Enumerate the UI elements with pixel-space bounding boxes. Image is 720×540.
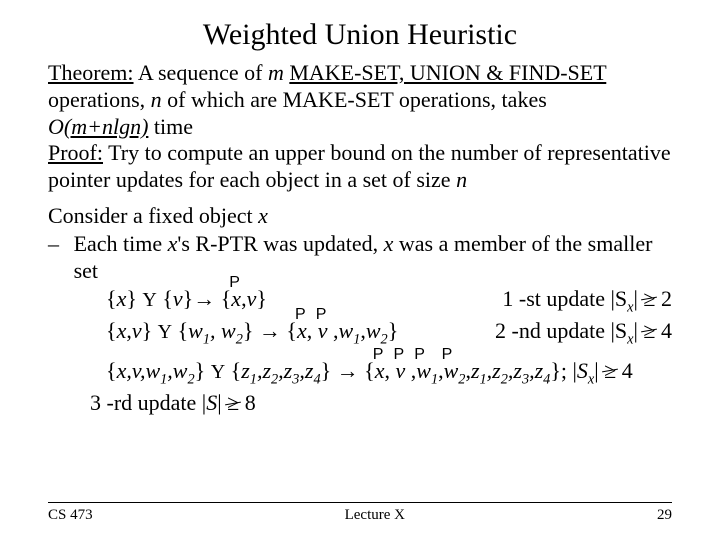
theorem-m: m bbox=[268, 60, 284, 85]
update-2: {x,v} Y {w1, w2} → {xP, vP ,w1,w2} 2 -nd… bbox=[48, 317, 672, 349]
consider-2: Each time x's R-PTR was updated, x was a… bbox=[74, 230, 672, 285]
theorem-n: n bbox=[151, 87, 162, 112]
theorem-text-2b: of which are MAKE-SET operations, takes bbox=[162, 87, 547, 112]
consider-1a: Consider a fixed object bbox=[48, 203, 258, 228]
consider-block: Consider a fixed object x – Each time x'… bbox=[48, 202, 672, 417]
update-2-left: {x,v} Y {w1, w2} → {xP, vP ,w1,w2} bbox=[106, 317, 398, 349]
update-1: {x} Y {v}→ {xP,v} 1 -st update |Sx| ≥ 2 bbox=[48, 285, 672, 317]
update-3: {x,v,w1,w2} Y {z1,z2,z3,z4} → {xP, vP ,w… bbox=[48, 349, 672, 389]
theorem-complexity: (m+nlgn) bbox=[64, 114, 149, 139]
footer-rule bbox=[48, 502, 672, 503]
theorem-text-2a: operations, bbox=[48, 87, 151, 112]
theorem-block: Theorem: A sequence of m MAKE-SET, UNION… bbox=[48, 60, 672, 194]
footer-right: 29 bbox=[657, 507, 672, 524]
theorem-ops: MAKE-SET, UNION & FIND-SET bbox=[289, 60, 606, 85]
dash: – bbox=[48, 230, 74, 285]
update-2-right: 2 -nd update |Sx| ≥ 4 bbox=[495, 317, 672, 349]
footer: CS 473 Lecture X 29 bbox=[0, 502, 720, 524]
proof-label: Proof: bbox=[48, 140, 103, 165]
update-3-bottom: 3 -rd update |S| ≥ 8 bbox=[48, 389, 672, 417]
proof-n: n bbox=[456, 167, 467, 192]
theorem-label: Theorem: bbox=[48, 60, 134, 85]
theorem-text-3b: time bbox=[148, 114, 193, 139]
consider-x1: x bbox=[258, 203, 268, 228]
footer-center: Lecture X bbox=[345, 507, 405, 524]
footer-left: CS 473 bbox=[48, 507, 93, 524]
update-1-left: {x} Y {v}→ {xP,v} bbox=[106, 285, 267, 313]
update-1-right: 1 -st update |Sx| ≥ 2 bbox=[502, 285, 672, 317]
theorem-O: O bbox=[48, 114, 64, 139]
slide: Weighted Union Heuristic Theorem: A sequ… bbox=[0, 0, 720, 540]
proof-text-1: Try to compute an upper bound on the num… bbox=[48, 140, 671, 192]
theorem-text-1a: A sequence of bbox=[134, 60, 268, 85]
page-title: Weighted Union Heuristic bbox=[48, 18, 672, 52]
